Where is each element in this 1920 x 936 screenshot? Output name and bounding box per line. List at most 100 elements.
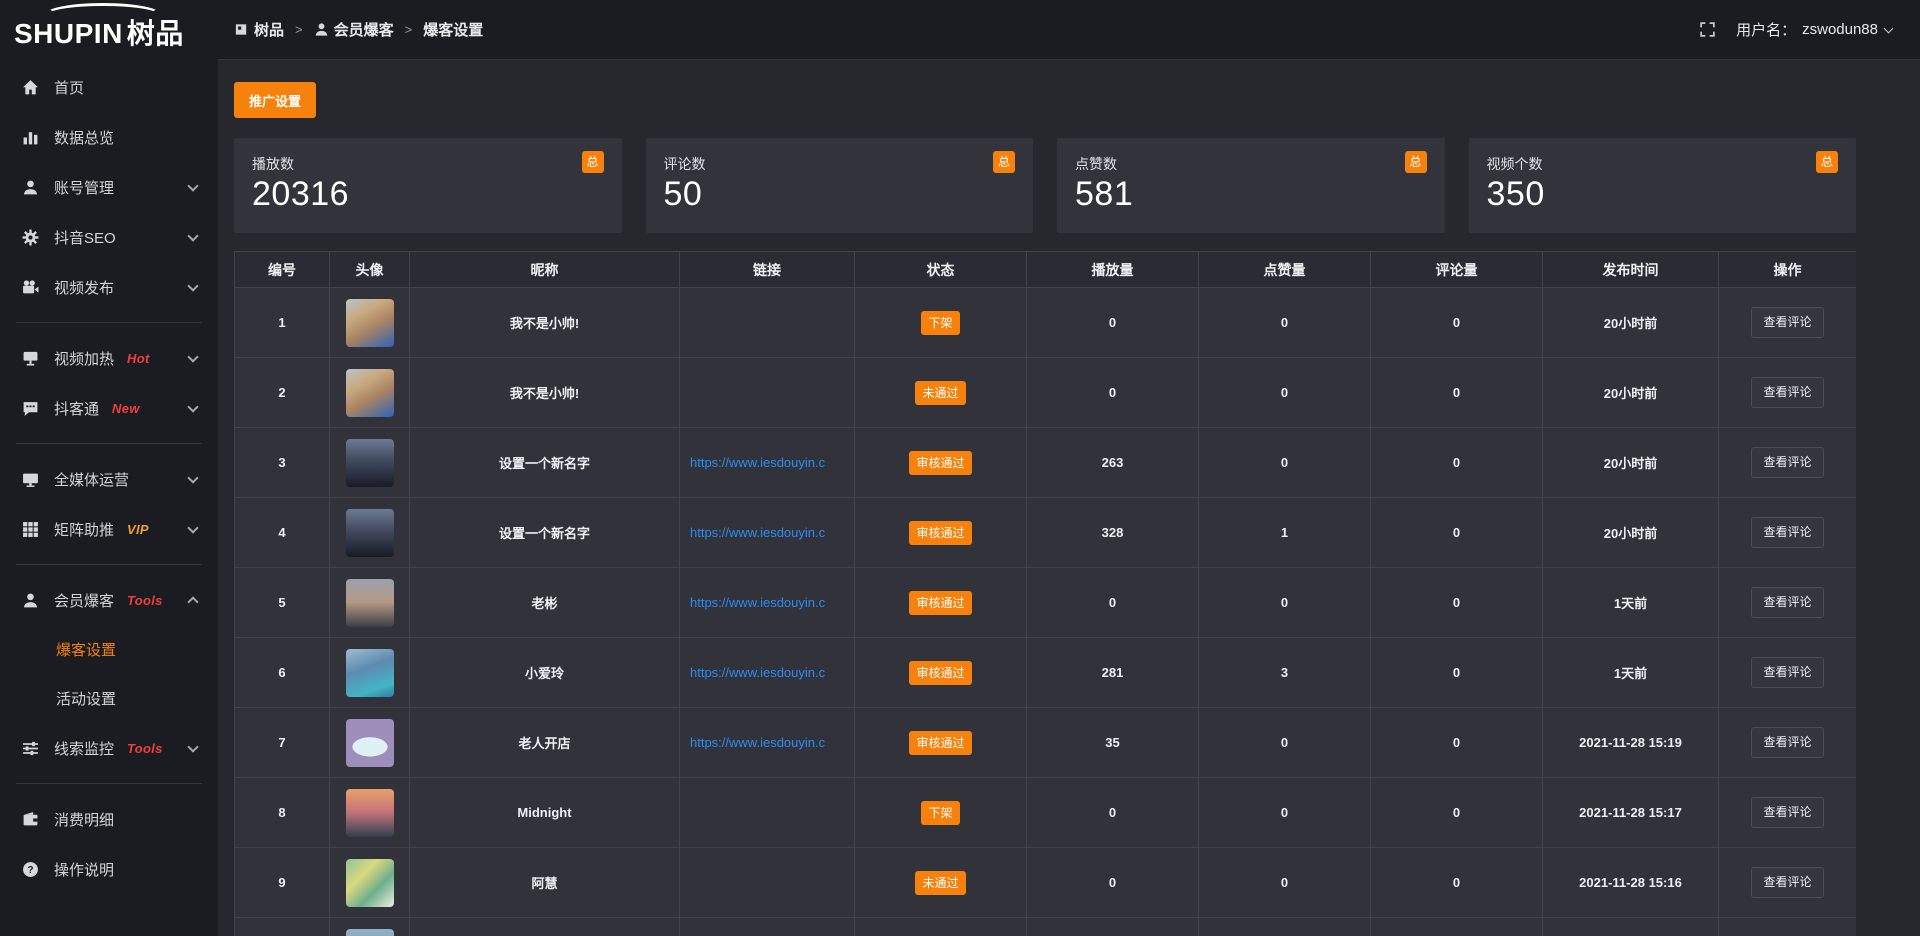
view-comments-button[interactable]: 查看评论 <box>1751 657 1824 688</box>
sidebar-item[interactable]: 线索监控 Tools <box>0 723 218 773</box>
svg-text:?: ? <box>27 865 33 876</box>
brand-logo: SHUPIN 树品 <box>0 0 218 54</box>
cell-status: 下架 <box>854 287 1027 358</box>
sidebar-item[interactable]: 全媒体运营 <box>0 454 218 504</box>
status-badge: 审核通过 <box>909 450 972 475</box>
wallet-icon <box>22 811 39 828</box>
cell-likes: 0 <box>1198 777 1371 848</box>
sidebar-item[interactable]: 账号管理 <box>0 162 218 212</box>
cell-publish-time: 1天前 <box>1542 567 1719 638</box>
cell-plays: 0 <box>1026 847 1199 918</box>
user-menu[interactable]: 用户名： zswodun88 <box>1736 19 1894 40</box>
video-link[interactable]: https://www.iesdouyin.c <box>690 525 826 540</box>
sidebar-item-label: 抖客通 <box>54 400 100 418</box>
sidebar-item[interactable]: 爆客设置 <box>0 625 218 674</box>
avatar <box>345 718 394 767</box>
view-comments-button[interactable]: 查看评论 <box>1751 587 1824 618</box>
cell-likes: 0 <box>1198 847 1371 918</box>
total-badge: 总 <box>1404 151 1427 173</box>
view-comments-button[interactable]: 查看评论 <box>1751 517 1824 548</box>
chevron-icon <box>188 524 198 534</box>
table-row: 5 老彬 https://www.iesdouyin.c 审核通过 0 0 0 … <box>234 567 1856 638</box>
total-badge: 总 <box>993 151 1015 173</box>
col-link: 链接 <box>679 251 855 288</box>
stat-value: 50 <box>663 175 703 213</box>
cell-nickname: 设置一个新名字 <box>409 497 680 568</box>
total-badge: 总 <box>581 151 604 173</box>
video-link[interactable]: https://www.iesdouyin.c <box>690 665 826 680</box>
sidebar-item-badge: Hot <box>127 350 150 366</box>
cell-likes <box>1198 917 1371 936</box>
stat-card: 评论数 总 50 <box>645 138 1033 233</box>
cell-plays: 0 <box>1026 567 1199 638</box>
sidebar-item-label: 数据总览 <box>54 129 115 147</box>
cell-publish-time: 20小时前 <box>1542 357 1719 428</box>
cell-likes: 0 <box>1198 287 1371 358</box>
view-comments-button[interactable]: 查看评论 <box>1751 867 1824 898</box>
cell-likes: 0 <box>1198 427 1371 498</box>
view-comments-button[interactable]: 查看评论 <box>1751 727 1824 758</box>
stat-label: 点赞数 <box>1075 156 1117 172</box>
user-icon <box>314 22 329 37</box>
chevron-icon <box>188 82 198 92</box>
cell-status: 审核通过 <box>854 427 1027 498</box>
monitor-icon <box>22 471 39 488</box>
view-comments-button[interactable]: 查看评论 <box>1751 307 1824 338</box>
stat-card: 视频个数 总 350 <box>1468 138 1856 233</box>
table-row: 8 Midnight 下架 0 0 0 2021-11-28 15:17 查看评… <box>234 777 1856 848</box>
cell-actions: 查看评论 <box>1718 777 1856 848</box>
video-link[interactable]: https://www.iesdouyin.c <box>690 735 826 750</box>
cell-publish-time: 20小时前 <box>1542 287 1719 358</box>
avatar <box>345 858 394 907</box>
sidebar-item[interactable]: 抖音SEO <box>0 212 218 262</box>
status-badge: 未通过 <box>915 380 966 405</box>
sidebar-item-label: 抖音SEO <box>54 229 116 247</box>
avatar <box>345 368 394 417</box>
view-comments-button[interactable]: 查看评论 <box>1751 447 1824 478</box>
cell-status: 审核通过 <box>854 707 1027 778</box>
cell-comments: 0 <box>1370 357 1543 428</box>
cell-avatar <box>329 567 410 638</box>
col-avatar: 头像 <box>329 251 410 288</box>
video-link[interactable]: https://www.iesdouyin.c <box>690 595 826 610</box>
view-comments-button[interactable]: 查看评论 <box>1751 797 1824 828</box>
table-body: 1 我不是小帅! 下架 0 0 0 20小时前 查看评论 2 我不是小帅! 未通… <box>234 287 1856 936</box>
breadcrumb-item-section[interactable]: 会员爆客 <box>314 19 394 40</box>
table-row: 1 我不是小帅! 下架 0 0 0 20小时前 查看评论 <box>234 287 1856 358</box>
sidebar-item[interactable]: 矩阵助推 VIP <box>0 504 218 554</box>
user-icon <box>22 179 39 196</box>
sidebar-item-label: 线索监控 <box>54 740 115 758</box>
sidebar-item[interactable]: 活动设置 <box>0 674 218 723</box>
status-badge: 未通过 <box>915 870 966 895</box>
help-icon: ? <box>22 861 39 878</box>
fullscreen-icon[interactable] <box>1699 21 1716 38</box>
breadcrumb-item-current: 爆客设置 <box>423 19 483 40</box>
records-table: 编号 头像 昵称 链接 状态 播放量 点赞量 评论量 发布时间 操作 <box>234 251 1856 936</box>
video-link[interactable]: https://www.iesdouyin.c <box>690 455 826 470</box>
chart-icon <box>22 129 39 146</box>
table-row: 2 我不是小帅! 未通过 0 0 0 20小时前 查看评论 <box>234 357 1856 428</box>
sidebar-item[interactable]: 抖客通 New <box>0 383 218 433</box>
sidebar-item[interactable]: ? 操作说明 <box>0 844 218 894</box>
cell-plays: 0 <box>1026 287 1199 358</box>
stat-card: 点赞数 总 581 <box>1057 138 1445 233</box>
sidebar-item[interactable]: 会员爆客 Tools <box>0 575 218 625</box>
main-content: 推广设置 播放数 总 20316 评论数 总 50 点赞数 总 581 视频个数… <box>218 60 1920 936</box>
promotion-settings-button[interactable]: 推广设置 <box>234 82 317 118</box>
sidebar-item[interactable]: 数据总览 <box>0 112 218 162</box>
breadcrumb-item-home[interactable]: 树品 <box>234 19 284 40</box>
chevron-icon <box>188 353 198 363</box>
cell-comments: 0 <box>1370 707 1543 778</box>
stat-card: 播放数 总 20316 <box>234 138 622 233</box>
cell-status <box>854 917 1027 936</box>
cell-publish-time: 20小时前 <box>1542 427 1719 498</box>
sidebar-item[interactable]: 消费明细 <box>0 794 218 844</box>
col-actions: 操作 <box>1718 251 1856 288</box>
view-comments-button[interactable]: 查看评论 <box>1751 377 1824 408</box>
cell-nickname: 老人开店 <box>409 707 680 778</box>
cell-avatar <box>329 287 410 358</box>
sidebar-item[interactable]: 首页 <box>0 62 218 112</box>
sidebar-item[interactable]: 视频发布 <box>0 262 218 312</box>
sidebar-item[interactable]: 视频加热 Hot <box>0 333 218 383</box>
avatar <box>345 438 394 487</box>
